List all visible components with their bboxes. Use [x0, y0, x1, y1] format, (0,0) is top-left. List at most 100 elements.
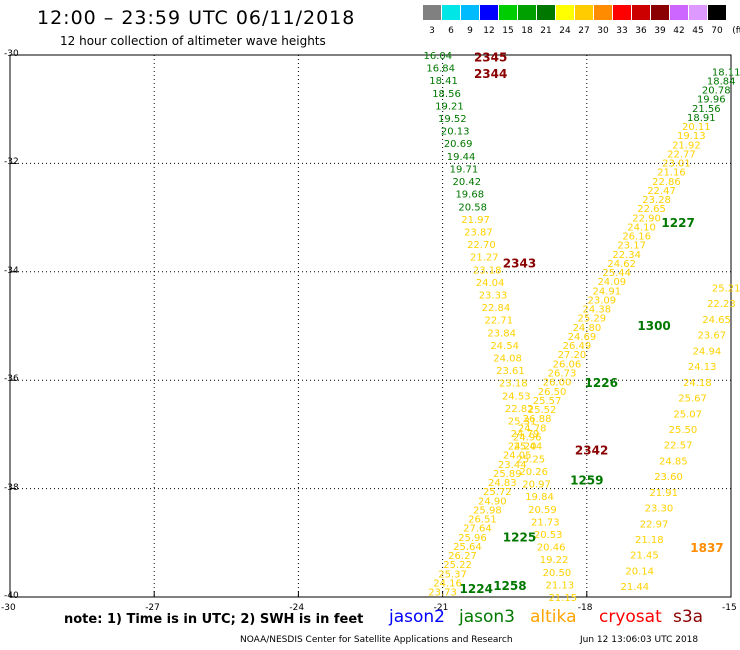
pass-time-label: 1300 [637, 319, 670, 333]
lon-label: -30 [1, 603, 16, 613]
wave-height-label: 24.54 [490, 341, 519, 352]
legend-swatch [594, 5, 612, 20]
wave-height-label: 19.71 [450, 164, 479, 175]
wave-height-label: 21.91 [649, 488, 678, 499]
legend-label: 39 [654, 26, 666, 36]
legend-label: 24 [559, 26, 571, 36]
wave-height-label: 18.84 [707, 76, 736, 87]
pass-time-label: 2344 [474, 67, 507, 81]
pass-time-label: 2345 [474, 51, 507, 65]
wave-height-label: 25.89 [493, 469, 522, 480]
legend-swatch [651, 5, 669, 20]
lat-label: -38 [4, 482, 19, 493]
wave-height-label: 23.18 [473, 265, 502, 276]
wave-height-label: 24.83 [488, 478, 517, 489]
wave-height-label: 19.22 [540, 555, 569, 566]
wave-height-label: 22.34 [612, 250, 641, 261]
wave-height-label: 20.11 [682, 122, 711, 133]
pass-time-label: 1837 [690, 541, 723, 555]
legend-swatch [480, 5, 498, 20]
wave-height-label: 24.94 [693, 346, 722, 357]
wave-height-label: 16.84 [426, 64, 455, 75]
wave-height-label: 26.00 [543, 378, 572, 389]
wave-height-label: 18.11 [712, 67, 740, 78]
wave-height-label: 24.04 [476, 278, 505, 289]
wave-height-label: 27.20 [558, 350, 587, 361]
legend-label: 42 [673, 26, 685, 36]
wave-height-label: 21.97 [461, 215, 490, 226]
wave-height-label: 25.21 [712, 284, 740, 295]
legend-label: 12 [483, 26, 495, 36]
wave-height-label: 23.44 [498, 460, 527, 471]
pass-time-label: 2343 [503, 257, 536, 271]
legend-swatch [632, 5, 650, 20]
lon-label: -15 [722, 603, 737, 613]
lat-label: -30 [4, 49, 19, 59]
map-title: 12:00 – 23:59 UTC 06/11/2018 [37, 7, 356, 29]
legend-swatch [442, 5, 460, 20]
pass-time-label: 1226 [585, 376, 618, 390]
lat-label: -36 [4, 374, 19, 385]
wave-height-label: 20.78 [702, 86, 731, 97]
wave-height-label: 20.97 [522, 480, 551, 491]
legend-label: 70 [711, 26, 723, 36]
wave-height-label: 23.87 [464, 227, 493, 238]
wave-height-label: 24.80 [573, 323, 602, 334]
lon-label: -24 [289, 603, 305, 613]
wave-height-label: 20.59 [528, 505, 557, 516]
wave-height-label: 25.31 [508, 417, 537, 428]
wave-height-label: 25.57 [533, 396, 562, 407]
wave-height-label: 21.13 [546, 580, 575, 591]
wave-height-label: 24.16 [433, 578, 462, 589]
wave-height-label: 22.57 [664, 441, 693, 452]
legend-unit: (ft) [732, 26, 740, 36]
satellite-name: s3a [673, 607, 704, 627]
pass-time-label: 1227 [661, 216, 694, 230]
legend-swatch [461, 5, 479, 20]
wave-height-label: 21.73 [531, 517, 560, 528]
legend-label: 45 [692, 26, 704, 36]
wave-height-label: 22.47 [647, 186, 676, 197]
satellite-name: jason3 [459, 607, 515, 627]
wave-height-label: 24.08 [493, 354, 522, 365]
wave-height-label: 24.10 [627, 222, 656, 233]
wave-height-label: 23.30 [645, 504, 674, 515]
wave-height-label: 24.91 [592, 286, 621, 297]
legend-label: 6 [448, 26, 454, 36]
wave-height-label: 22.65 [637, 204, 666, 215]
wave-height-label: 19.68 [455, 190, 484, 201]
wave-height-label: 19.13 [677, 131, 706, 142]
wave-height-label: 19.52 [438, 114, 467, 125]
legend-swatch [518, 5, 536, 20]
wave-height-label: 23.17 [617, 241, 646, 252]
legend-swatch [670, 5, 688, 20]
wave-height-label: 22.84 [482, 303, 511, 314]
satellite-name: cryosat [599, 607, 662, 627]
wave-height-label: 26.88 [523, 414, 552, 425]
wave-height-label: 21.27 [470, 253, 499, 264]
wave-height-label: 25.50 [669, 425, 698, 436]
wave-height-label: 26.73 [548, 368, 577, 379]
wave-height-label: 22.23 [707, 299, 736, 310]
legend-label: 36 [635, 26, 647, 36]
legend-swatch [537, 5, 555, 20]
legend-swatch [689, 5, 707, 20]
legend-label: 9 [467, 26, 473, 36]
wave-height-label: 21.18 [635, 535, 664, 546]
wave-height-label: 25.22 [443, 560, 472, 571]
wave-height-label: 26.51 [468, 515, 497, 526]
wave-height-label: 25.64 [453, 542, 482, 553]
wave-height-label: 22.86 [652, 177, 681, 188]
wave-height-label: 21.15 [548, 593, 577, 604]
wave-height-label: 20.46 [537, 543, 566, 554]
wave-height-label: 19.44 [447, 152, 476, 163]
wave-height-label: 26.27 [448, 551, 477, 562]
wave-height-label: 22.82 [505, 404, 534, 415]
timestamp-text: Jun 12 13:06:03 UTC 2018 [580, 635, 699, 645]
legend-swatch [556, 5, 574, 20]
wave-height-label: 25.98 [473, 505, 502, 516]
lon-label: -27 [145, 603, 160, 613]
lat-label: -32 [4, 157, 19, 168]
wave-height-label: 25.07 [673, 409, 702, 420]
wave-height-label: 18.91 [687, 113, 716, 124]
